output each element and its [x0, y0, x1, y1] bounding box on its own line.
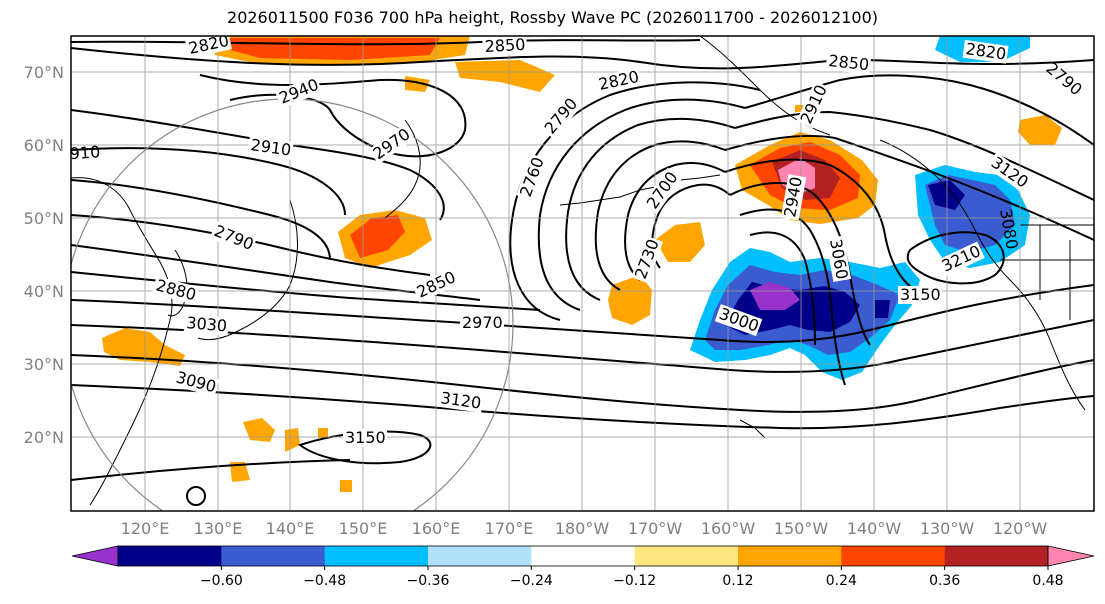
colorbar-cell [324, 546, 429, 566]
contour-label: 2910 [59, 142, 101, 164]
lon-label: 140°E [266, 519, 315, 538]
svg-text:2910: 2910 [59, 142, 101, 164]
colorbar-extend-min [71, 545, 119, 567]
lon-label: 140°W [847, 519, 902, 538]
plot-frame [70, 35, 1095, 512]
height-contours [71, 39, 1094, 506]
lon-label: 180°W [555, 519, 610, 538]
svg-text:3150: 3150 [345, 428, 386, 447]
lat-label: 70°N [24, 63, 64, 82]
colorbar-tick-label: −0.36 [407, 573, 450, 589]
coast-north-america [879, 139, 1086, 411]
coast-hawaii [739, 419, 766, 439]
longitude-labels: 120°E 130°E 140°E 150°E 160°E 170°E 180°… [121, 519, 1048, 538]
lon-label: 130°W [920, 519, 975, 538]
lon-label: 170°E [485, 519, 534, 538]
contour-label: 2850 [482, 35, 528, 57]
colorbar-tick-label: −0.60 [200, 573, 243, 589]
lon-label: 120°W [993, 519, 1048, 538]
map-title: 2026011500 F036 700 hPa height, Rossby W… [227, 8, 878, 27]
anomaly-negative-core [750, 282, 800, 310]
svg-text:2850: 2850 [828, 51, 870, 74]
lon-label: 150°E [339, 519, 388, 538]
contour-label: 3150 [343, 428, 387, 447]
colorbar-tick-label: −0.12 [613, 573, 656, 589]
coast-aleutians [559, 174, 721, 206]
graticule [71, 36, 1094, 511]
contour-label: 3030 [183, 313, 230, 336]
lon-label: 150°W [774, 519, 829, 538]
coast-asia [71, 177, 173, 506]
lat-label: 20°N [24, 428, 64, 447]
svg-text:3030: 3030 [186, 313, 228, 335]
colorbar-cell [531, 546, 636, 566]
lon-label: 170°W [628, 519, 683, 538]
anomaly-positive-north-2 [455, 60, 555, 92]
lon-label: 130°E [194, 519, 243, 538]
colorbar-tick-label: −0.48 [303, 573, 346, 589]
colorbar-tick-label: 0.24 [826, 573, 857, 589]
contour-label: 2850 [825, 51, 872, 75]
coast-japan [197, 199, 298, 341]
lon-label: 120°E [121, 519, 170, 538]
anomaly-positive-pacific-west [608, 275, 652, 325]
colorbar-cell [118, 546, 222, 566]
svg-text:2850: 2850 [484, 35, 526, 56]
lat-label: 30°N [24, 355, 64, 374]
colorbar-tick-label: 0.36 [929, 573, 960, 589]
svg-text:3150: 3150 [900, 285, 941, 304]
colorbar-cell [428, 546, 532, 566]
colorbar-cell [841, 546, 946, 566]
coastlines [71, 36, 1094, 506]
lat-label: 60°N [24, 136, 64, 155]
colorbar-tick-label: 0.48 [1032, 573, 1063, 589]
colorbar-extend-max [1047, 545, 1095, 567]
colorbar-frame [117, 545, 1049, 567]
latitude-labels: 70°N 60°N 50°N 40°N 30°N 20°N [24, 63, 64, 447]
lat-label: 50°N [24, 209, 64, 228]
contour-label: 3150 [898, 285, 942, 304]
lat-label: 40°N [24, 282, 64, 301]
lon-label: 160°W [701, 519, 756, 538]
colorbar-cell [738, 546, 842, 566]
contour-label-layer: 2820 2850 2850 2820 2790 2940 2910 2970 … [59, 35, 1086, 447]
colorbar-cell [221, 546, 326, 566]
colorbar-tick-label: −0.24 [510, 573, 553, 589]
colorbar-tick-label: 0.12 [722, 573, 753, 589]
svg-text:2970: 2970 [462, 313, 503, 332]
lon-label: 160°E [412, 519, 461, 538]
contour-label: 2910 [247, 135, 294, 160]
colorbar: −0.60 −0.48 −0.36 −0.24 −0.12 0.12 0.24 0.36 0.4… [71, 545, 1095, 589]
colorbar-cell [944, 546, 1049, 566]
colorbar-cell [634, 546, 739, 566]
contour-label: 2970 [460, 313, 504, 332]
